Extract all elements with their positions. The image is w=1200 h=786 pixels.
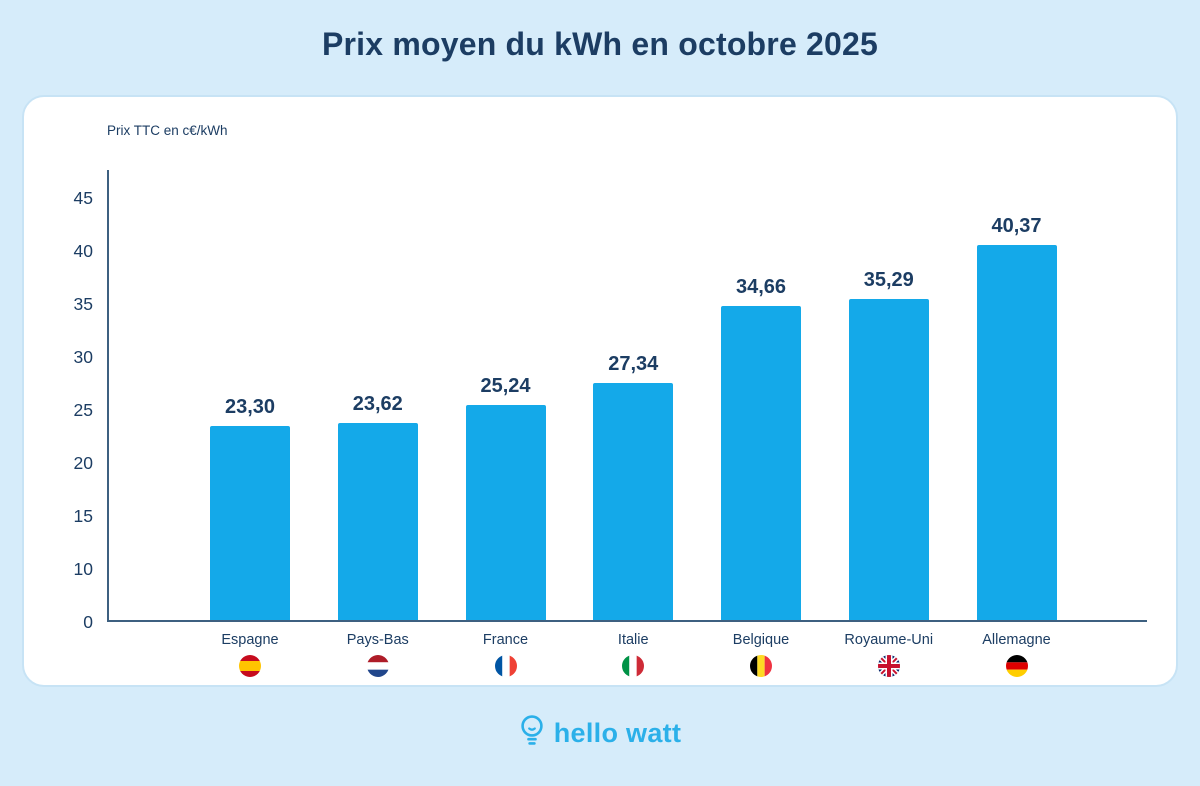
brand-name: hello watt bbox=[553, 717, 682, 748]
y-tick-label: 10 bbox=[73, 559, 93, 579]
flag-nl-icon bbox=[303, 655, 453, 677]
flag-be-icon bbox=[686, 655, 836, 677]
lightbulb-icon bbox=[519, 714, 545, 752]
category-label: Italie bbox=[617, 632, 649, 648]
y-tick-label: 20 bbox=[73, 453, 93, 473]
y-tick-label: 45 bbox=[73, 188, 93, 208]
y-axis-title: Prix TTC en c€/kWh bbox=[107, 123, 228, 138]
y-tick-label: 35 bbox=[73, 294, 93, 314]
x-axis-line bbox=[107, 620, 1147, 622]
bar-chart: 0 10 15 20 25 30 35 40 45 23,30 Espagne 23,62 Pays-B… bbox=[74, 162, 1152, 677]
bar-nl bbox=[337, 422, 418, 620]
bar-it bbox=[593, 383, 674, 620]
bar-de bbox=[976, 245, 1057, 620]
flag-fr-icon bbox=[431, 655, 581, 677]
y-tick-label: 25 bbox=[73, 400, 93, 420]
category-label: Pays-Bas bbox=[346, 632, 409, 648]
bar-be bbox=[721, 305, 801, 620]
flag-de-icon bbox=[942, 655, 1092, 677]
bar-value-label: 23,62 bbox=[352, 392, 403, 415]
bar-value-label: 25,24 bbox=[480, 375, 531, 398]
category-label: Espagne bbox=[221, 632, 279, 648]
bar-gb bbox=[848, 298, 929, 620]
category-label: Belgique bbox=[732, 632, 790, 648]
category-label: Royaume-Uni bbox=[844, 632, 934, 648]
bar-value-label: 27,34 bbox=[608, 353, 659, 376]
brand-footer: hello watt bbox=[0, 714, 1200, 752]
flag-gb-icon bbox=[814, 655, 964, 677]
chart-title: Prix moyen du kWh en octobre 2025 bbox=[321, 26, 879, 62]
y-axis-line bbox=[107, 170, 109, 622]
y-tick-label: 0 bbox=[83, 612, 93, 632]
bar-value-label: 23,30 bbox=[224, 396, 276, 419]
category-label: Allemagne bbox=[982, 632, 1051, 648]
y-tick-label: 40 bbox=[73, 241, 93, 261]
bar-fr bbox=[465, 405, 546, 620]
bar-value-label: 40,37 bbox=[991, 215, 1042, 238]
flag-es-icon bbox=[175, 655, 325, 677]
bar-value-label: 35,29 bbox=[863, 268, 914, 291]
y-tick-label: 30 bbox=[73, 347, 93, 367]
bar-es bbox=[210, 426, 290, 620]
y-tick-label: 15 bbox=[73, 506, 93, 526]
chart-card: Prix TTC en c€/kWh 0 10 15 20 25 30 35 40 45 23,3… bbox=[22, 95, 1178, 687]
category-label: France bbox=[482, 632, 529, 648]
bar-value-label: 34,66 bbox=[735, 275, 787, 298]
flag-it-icon bbox=[558, 655, 708, 677]
